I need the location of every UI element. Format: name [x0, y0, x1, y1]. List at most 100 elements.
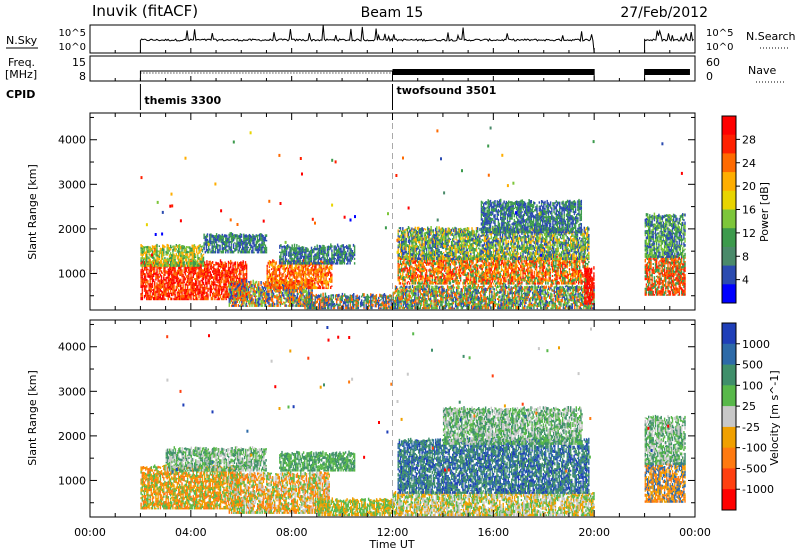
data-cell	[538, 300, 541, 304]
data-cell	[451, 306, 453, 310]
data-cell	[244, 294, 246, 298]
data-cell	[344, 246, 347, 248]
data-cell	[301, 289, 303, 293]
data-cell	[518, 289, 520, 293]
data-cell	[325, 284, 327, 288]
data-cell	[368, 300, 371, 304]
data-cell	[163, 266, 165, 270]
data-cell	[568, 299, 570, 302]
data-cell	[288, 262, 290, 265]
data-cell	[435, 296, 438, 298]
data-cell	[502, 287, 504, 290]
data-cell	[494, 284, 497, 287]
data-cell	[261, 291, 263, 294]
data-cell	[283, 260, 286, 263]
data-cell	[423, 290, 425, 293]
data-cell	[218, 263, 221, 266]
data-cell	[330, 271, 332, 275]
data-cell	[431, 299, 433, 303]
data-cell	[475, 286, 477, 289]
data-cell	[450, 306, 452, 310]
data-cell	[464, 304, 466, 307]
data-cell	[201, 275, 204, 278]
data-cell	[182, 282, 184, 285]
data-cell	[189, 278, 191, 282]
data-cell	[159, 269, 162, 272]
data-cell	[293, 272, 296, 276]
data-cell	[348, 300, 350, 303]
data-cell	[172, 288, 174, 292]
data-cell	[150, 285, 153, 288]
noise-left-label: N.Sky	[6, 34, 38, 47]
data-cell	[160, 275, 163, 279]
data-cell	[423, 296, 425, 299]
data-cell	[159, 283, 162, 286]
data-cell	[315, 272, 317, 276]
data-cell	[165, 264, 167, 267]
data-cell	[532, 291, 534, 295]
data-cell	[235, 282, 237, 284]
data-cell	[501, 285, 503, 289]
data-cell	[299, 250, 301, 253]
data-cell	[397, 300, 399, 302]
data-cell	[308, 286, 310, 289]
data-cell	[380, 306, 382, 308]
data-cell	[319, 245, 322, 249]
data-cell	[168, 294, 171, 298]
data-cell	[232, 236, 235, 239]
data-cell	[325, 295, 328, 298]
data-cell	[315, 270, 317, 273]
data-cell	[264, 244, 267, 248]
data-cell	[294, 268, 297, 270]
data-cell	[193, 286, 196, 288]
data-cell	[331, 266, 333, 269]
data-cell	[553, 304, 556, 308]
data-cell	[444, 307, 447, 310]
data-cell	[261, 285, 263, 289]
data-cell	[411, 289, 414, 292]
data-cell	[294, 284, 297, 288]
data-cell	[164, 298, 166, 301]
data-cell	[282, 292, 284, 295]
data-cell	[433, 291, 435, 295]
data-cell	[308, 301, 311, 304]
data-cell	[309, 284, 312, 286]
data-cell	[559, 293, 561, 297]
data-cell	[314, 255, 316, 259]
data-cell	[172, 262, 174, 264]
data-cell	[436, 303, 439, 306]
data-cell	[283, 294, 285, 298]
data-cell	[148, 257, 150, 259]
data-cell	[188, 268, 190, 272]
data-cell	[215, 236, 218, 239]
data-cell	[340, 245, 342, 248]
data-cell	[191, 249, 193, 252]
data-cell	[149, 268, 151, 272]
data-cell	[148, 261, 150, 264]
data-cell	[260, 294, 262, 297]
data-cell	[228, 266, 231, 269]
data-cell	[164, 283, 166, 286]
data-cell	[171, 281, 173, 285]
data-cell	[381, 301, 383, 305]
data-cell	[314, 284, 316, 287]
data-cell	[255, 288, 258, 291]
data-cell	[167, 276, 170, 279]
data-cell	[392, 298, 394, 301]
data-cell	[397, 301, 399, 304]
data-cell	[402, 284, 405, 288]
data-cell	[148, 264, 150, 266]
data-cell	[434, 290, 436, 293]
data-cell	[445, 301, 448, 305]
data-cell	[264, 300, 267, 304]
data-cell	[325, 260, 328, 263]
data-cell	[511, 296, 514, 300]
data-cell	[314, 298, 316, 301]
data-cell	[160, 248, 163, 250]
data-cell	[225, 237, 227, 240]
data-cell	[167, 260, 170, 264]
data-cell	[140, 262, 142, 266]
data-cell	[401, 292, 404, 295]
data-cell	[297, 260, 299, 263]
data-cell	[490, 301, 492, 305]
